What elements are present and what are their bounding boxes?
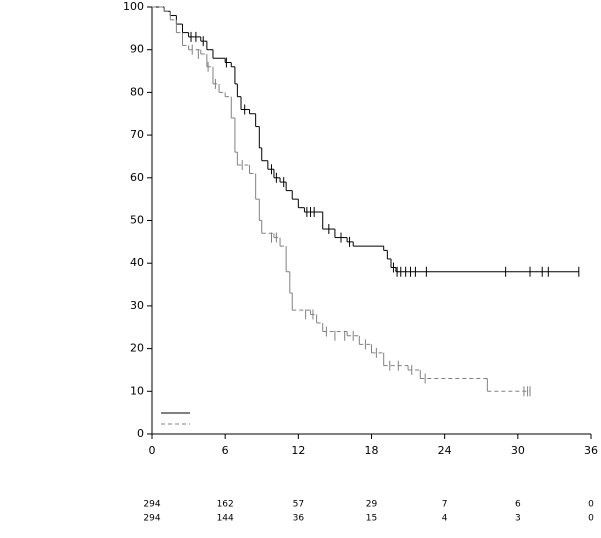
x-tick-label: 24	[438, 444, 452, 457]
risk-count: 294	[143, 500, 160, 510]
y-tick-label: 50	[130, 214, 144, 227]
x-tick-label: 6	[222, 444, 229, 457]
y-tick-label: 60	[130, 171, 144, 184]
x-tick-label: 36	[584, 444, 598, 457]
y-tick-label: 0	[137, 427, 144, 440]
risk-count: 29	[366, 500, 378, 510]
risk-count: 7	[442, 500, 448, 510]
risk-count: 4	[442, 514, 448, 524]
y-tick-label: 30	[130, 299, 144, 312]
x-tick-label: 30	[511, 444, 525, 457]
risk-count: 0	[588, 514, 594, 524]
y-tick-label: 100	[123, 0, 144, 13]
y-tick-label: 40	[130, 256, 144, 269]
risk-count: 6	[515, 500, 521, 510]
y-tick-label: 70	[130, 128, 144, 141]
x-tick-label: 0	[149, 444, 156, 457]
risk-count: 162	[217, 500, 234, 510]
risk-count: 0	[588, 500, 594, 510]
risk-count: 294	[143, 514, 160, 524]
y-tick-label: 90	[130, 43, 144, 56]
y-tick-label: 10	[130, 384, 144, 397]
x-tick-label: 12	[291, 444, 305, 457]
y-tick-label: 20	[130, 342, 144, 355]
y-tick-label: 80	[130, 85, 144, 98]
risk-count: 3	[515, 514, 521, 524]
risk-count: 15	[366, 514, 377, 524]
risk-count: 36	[293, 514, 305, 524]
risk-count: 144	[217, 514, 234, 524]
x-tick-label: 18	[365, 444, 379, 457]
risk-count: 57	[293, 500, 304, 510]
